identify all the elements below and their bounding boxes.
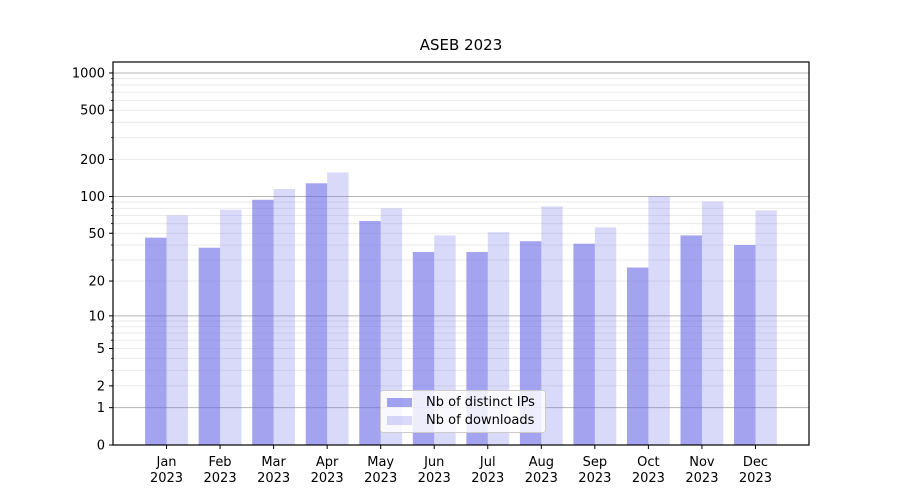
bar-nb-of-downloads-oct-2023 xyxy=(648,196,670,445)
bar-nb-of-downloads-apr-2023 xyxy=(327,172,349,446)
y-tick-label-50: 50 xyxy=(88,227,105,242)
y-tick-label-0: 0 xyxy=(97,439,105,454)
x-tick-label-dec-2023: Dec 2023 xyxy=(739,455,772,486)
legend-label-downloads: Nb of downloads xyxy=(426,413,535,428)
y-tick-label-500: 500 xyxy=(80,104,105,119)
x-tick-label-jun-2023: Jun 2023 xyxy=(418,455,451,486)
x-tick-label-jul-2023: Jul 2023 xyxy=(471,455,504,486)
bar-nb-of-distinct-ips-mar-2023 xyxy=(252,199,274,445)
x-tick-label-aug-2023: Aug 2023 xyxy=(525,455,558,486)
bar-nb-of-downloads-nov-2023 xyxy=(701,201,724,445)
bar-nb-of-downloads-mar-2023 xyxy=(273,189,296,445)
x-tick-label-may-2023: May 2023 xyxy=(364,455,397,486)
bar-nb-of-downloads-aug-2023 xyxy=(541,206,563,445)
legend-swatch-downloads xyxy=(387,416,412,425)
y-tick-label-1000: 1000 xyxy=(72,66,105,81)
bar-nb-of-distinct-ips-nov-2023 xyxy=(680,235,702,445)
x-tick-label-nov-2023: Nov 2023 xyxy=(685,455,718,486)
y-tick-label-5: 5 xyxy=(97,342,105,357)
bar-nb-of-distinct-ips-feb-2023 xyxy=(198,247,221,445)
bar-nb-of-downloads-feb-2023 xyxy=(220,209,242,445)
legend-swatch-distinct-ips xyxy=(387,398,412,407)
x-tick-label-feb-2023: Feb 2023 xyxy=(204,455,237,486)
y-tick-label-1: 1 xyxy=(97,401,105,416)
plot-border xyxy=(112,61,810,446)
bar-nb-of-downloads-dec-2023 xyxy=(755,210,777,445)
bar-nb-of-distinct-ips-dec-2023 xyxy=(734,245,756,445)
bar-nb-of-distinct-ips-oct-2023 xyxy=(626,267,649,445)
legend-item-distinct-ips: Nb of distinct IPs xyxy=(381,394,545,411)
chart-title: ASEB 2023 xyxy=(419,36,503,54)
bar-nb-of-distinct-ips-may-2023 xyxy=(359,221,381,445)
y-tick-label-2: 2 xyxy=(97,379,105,394)
x-tick-label-apr-2023: Apr 2023 xyxy=(311,455,344,486)
legend: Nb of distinct IPs Nb of downloads xyxy=(380,390,546,433)
x-tick-label-jan-2023: Jan 2023 xyxy=(150,455,183,486)
y-tick-label-20: 20 xyxy=(88,275,105,290)
y-tick-label-200: 200 xyxy=(80,153,105,168)
bar-nb-of-downloads-may-2023 xyxy=(380,208,403,445)
x-tick-label-mar-2023: Mar 2023 xyxy=(257,455,290,486)
y-tick-label-10: 10 xyxy=(88,309,105,324)
legend-label-distinct-ips: Nb of distinct IPs xyxy=(426,395,535,410)
y-tick-label-100: 100 xyxy=(80,190,105,205)
bar-nb-of-downloads-sep-2023 xyxy=(594,227,617,445)
x-tick-label-oct-2023: Oct 2023 xyxy=(632,455,665,486)
x-tick-label-sep-2023: Sep 2023 xyxy=(578,455,611,486)
bar-nb-of-distinct-ips-apr-2023 xyxy=(305,183,328,445)
bar-nb-of-distinct-ips-sep-2023 xyxy=(573,243,595,445)
bar-nb-of-distinct-ips-jan-2023 xyxy=(145,237,167,445)
bar-nb-of-downloads-jan-2023 xyxy=(166,215,188,445)
legend-item-downloads: Nb of downloads xyxy=(381,412,545,429)
